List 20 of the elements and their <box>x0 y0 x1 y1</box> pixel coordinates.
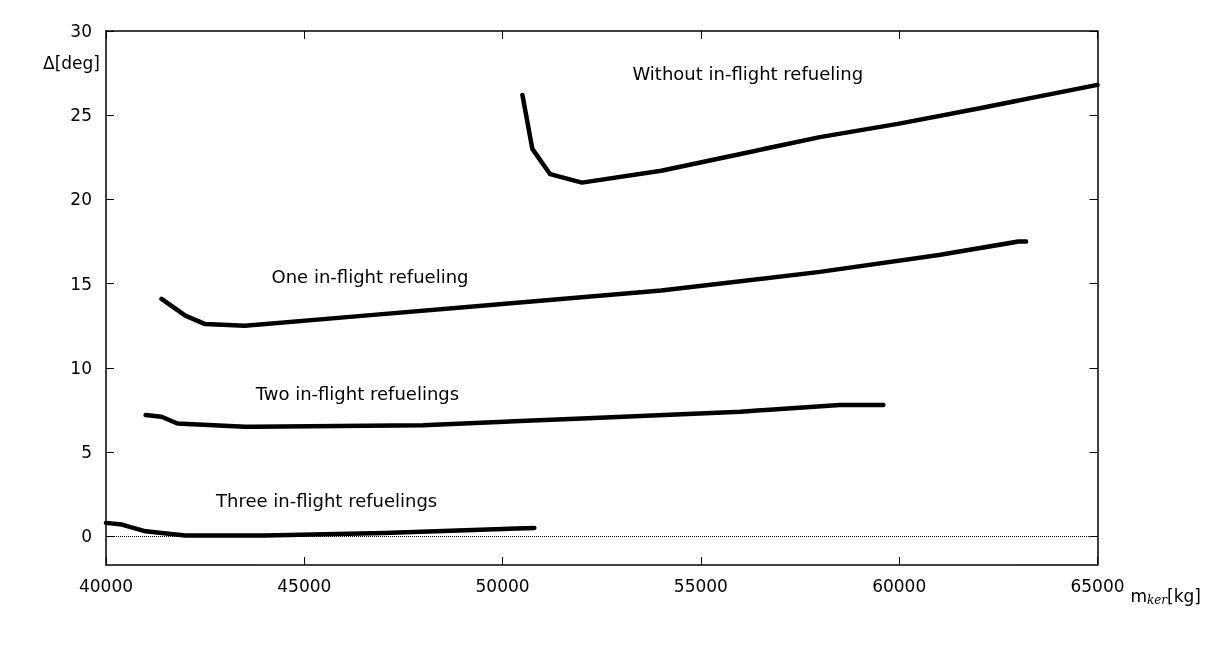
series-label: Three in-flight refuelings <box>215 490 438 512</box>
x-tick-label: 50000 <box>475 575 530 596</box>
series-label: One in-flight refueling <box>271 266 469 288</box>
x-tick-label: 65000 <box>1070 575 1125 596</box>
y-tick-label: 10 <box>70 357 92 378</box>
y-tick-label: 15 <box>70 273 92 294</box>
x-tick-label: 55000 <box>673 575 728 596</box>
line-series <box>159 239 1029 329</box>
text: Without in-flight refueling <box>632 62 864 84</box>
y-tick-label: 0 <box>81 526 92 547</box>
x-tick-label: 60000 <box>872 575 927 596</box>
x-tick-label: 40000 <box>78 575 134 596</box>
y-tick-label: 5 <box>81 442 92 463</box>
line-series <box>143 402 886 430</box>
y-tick-label: 25 <box>70 105 92 126</box>
series-label: Two in-flight refuelings <box>254 382 460 404</box>
x-tick-label: 45000 <box>277 575 332 596</box>
y-axis-title: Δ[deg] <box>43 52 100 73</box>
y-tick-label: 30 <box>70 21 92 41</box>
y-tick-label: 20 <box>70 189 92 210</box>
